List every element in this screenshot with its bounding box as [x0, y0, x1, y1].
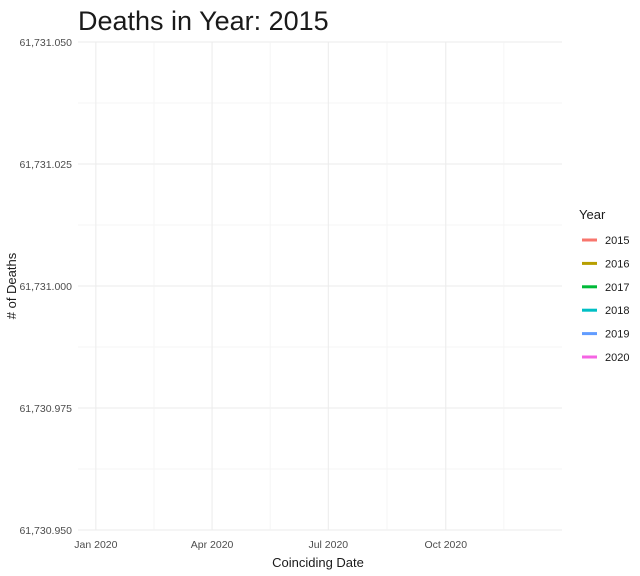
plot-grid	[78, 41, 562, 531]
legend-label-2016: 2016	[605, 258, 629, 270]
legend-label-2018: 2018	[605, 305, 629, 317]
x-axis-title: Coinciding Date	[272, 555, 364, 570]
legend: Year 2015 2016 2017 2018 2019 2020	[579, 207, 629, 364]
x-tick-label: Jul 2020	[308, 539, 348, 551]
legend-label-2015: 2015	[605, 235, 629, 247]
legend-title: Year	[579, 207, 606, 222]
y-tick-label: 61,731.050	[19, 37, 72, 49]
legend-label-2017: 2017	[605, 282, 629, 294]
y-axis-ticks: 61,730.950 61,730.975 61,731.000 61,731.025…	[19, 37, 72, 537]
x-tick-label: Apr 2020	[191, 539, 234, 551]
legend-label-2019: 2019	[605, 329, 629, 341]
x-tick-label: Jan 2020	[74, 539, 117, 551]
legend-label-2020: 2020	[605, 352, 629, 364]
y-tick-label: 61,731.025	[19, 159, 72, 171]
y-axis-title: # of Deaths	[4, 252, 19, 319]
chart-title: Deaths in Year: 2015	[78, 6, 329, 36]
y-tick-label: 61,730.975	[19, 403, 72, 415]
x-tick-label: Oct 2020	[424, 539, 467, 551]
x-axis-ticks: Jan 2020 Apr 2020 Jul 2020 Oct 2020	[74, 539, 467, 551]
y-tick-label: 61,731.000	[19, 281, 72, 293]
y-tick-label: 61,730.950	[19, 525, 72, 537]
